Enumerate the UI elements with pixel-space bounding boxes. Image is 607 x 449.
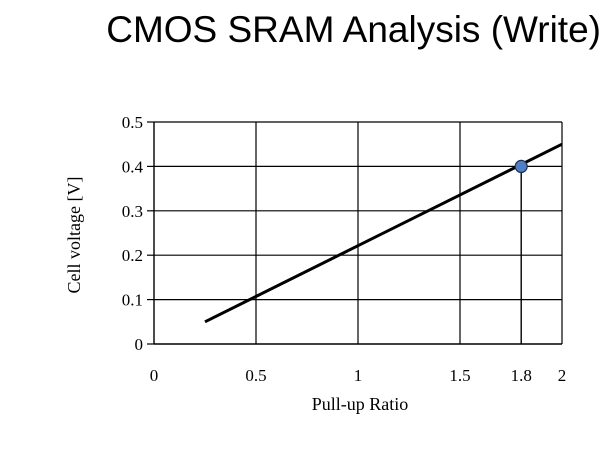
slide-title: CMOS SRAM Analysis (Write) [106, 9, 601, 50]
y-tick-label: 0.2 [122, 246, 143, 265]
data-point-marker [514, 159, 528, 173]
series-line [204, 142, 563, 324]
x-axis-label: Pull-up Ratio [312, 394, 409, 414]
x-tick-label: 0 [150, 366, 159, 385]
x-tick-label: 1 [354, 366, 363, 385]
x-tick-label: 2 [558, 366, 567, 385]
x-tick-label: 1.5 [449, 366, 470, 385]
y-axis-label: Cell voltage [V] [64, 177, 84, 294]
series [204, 142, 563, 324]
x-tick-label: 0.5 [245, 366, 266, 385]
labels: 0 0.1 0.2 0.3 0.4 0.5 0 0.5 1 1.5 1.8 2 Pull-up Rati… [64, 113, 566, 414]
y-tick-label: 0.5 [122, 113, 143, 132]
grid [154, 121, 563, 344]
y-tick-label: 0.1 [122, 291, 143, 310]
x-tick-label: 1.8 [511, 366, 532, 385]
y-tick-label: 0.3 [122, 202, 143, 221]
y-tick-label: 0 [135, 335, 144, 354]
annotations [514, 159, 528, 344]
axes [147, 121, 562, 345]
y-tick-label: 0.4 [122, 157, 144, 176]
